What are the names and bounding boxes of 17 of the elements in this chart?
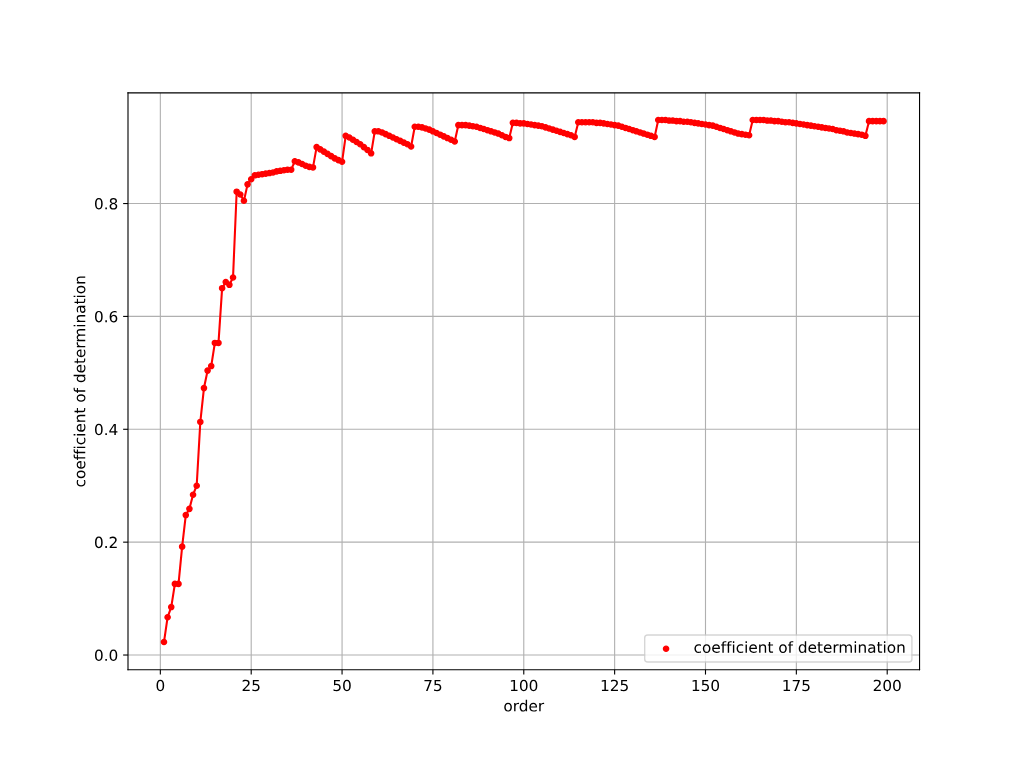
x-tick-label: 200 xyxy=(873,679,901,692)
x-tick-label: 0 xyxy=(156,679,165,692)
x-axis-title: order xyxy=(504,699,545,712)
x-tick-label: 175 xyxy=(783,679,810,692)
x-tick-label: 25 xyxy=(242,679,260,692)
y-tick-label: 0.0 xyxy=(94,649,118,662)
y-tick-label: 0.4 xyxy=(94,423,118,436)
x-tick-label: 50 xyxy=(333,679,351,692)
x-tick-label: 75 xyxy=(424,679,442,692)
y-tick-label: 0.8 xyxy=(94,198,118,210)
x-tick-label: 100 xyxy=(510,679,538,692)
x-tick-label: 150 xyxy=(692,679,720,692)
y-axis-title: coefficient of determination xyxy=(73,276,86,487)
y-tick-label: 0.6 xyxy=(94,310,118,323)
legend-label: coefficient of determination xyxy=(694,641,905,653)
y-tick-label: 0.2 xyxy=(94,536,117,549)
x-tick-label: 125 xyxy=(601,679,628,692)
